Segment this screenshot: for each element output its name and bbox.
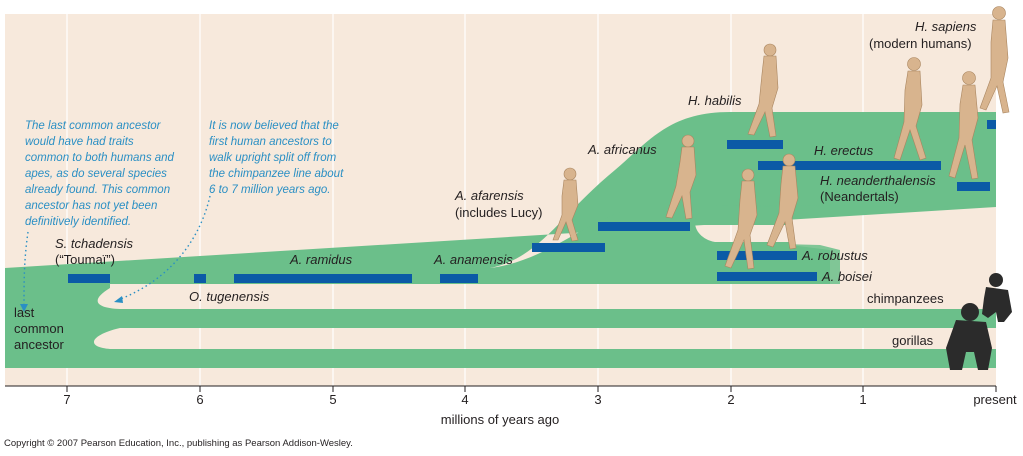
bar-sapiens <box>987 120 996 129</box>
lca-note: The last common ancestor would have had … <box>25 120 177 228</box>
gorilla-figure <box>946 303 992 370</box>
label-neanderthalensis: H. neanderthalensis <box>820 173 936 188</box>
label-afarensis-common: (includes Lucy) <box>455 205 542 220</box>
tick-label-5: 5 <box>329 392 336 407</box>
label-tugenensis: O. tugenensis <box>189 289 270 304</box>
upright-note-line-4: the chimpanzee line about <box>209 168 344 180</box>
label-erectus: H. erectus <box>814 143 874 158</box>
africanus-figure <box>665 134 697 220</box>
bar-tchadensis <box>68 274 110 283</box>
upright-note-line-3: walk upright split off from <box>209 152 337 164</box>
copyright-notice: Copyright © 2007 Pearson Education, Inc.… <box>4 438 353 449</box>
bar-erectus <box>758 161 941 170</box>
bar-robustus <box>717 251 797 260</box>
note-arrows <box>23 195 211 307</box>
label-boisei: A. boisei <box>821 269 873 284</box>
bar-habilis <box>727 140 783 149</box>
bar-ramidus <box>234 274 412 283</box>
tick-label-3: 3 <box>594 392 601 407</box>
time-axis: 7 6 5 4 3 2 1 present millions of years … <box>5 385 1017 427</box>
bar-neanderthalensis <box>957 182 990 191</box>
lca-note-line-3: common to both humans and <box>25 152 175 164</box>
species-bars <box>68 120 996 283</box>
tick-label-4: 4 <box>461 392 468 407</box>
lca-label-line-2: common <box>14 321 64 336</box>
label-chimpanzees: chimpanzees <box>867 291 944 306</box>
upright-note-line-1: It is now believed that the <box>209 120 339 132</box>
erectus-figure <box>893 57 927 161</box>
lca-note-line-4: apes, as do several species <box>25 168 167 180</box>
lca-label-line-3: ancestor <box>14 337 65 352</box>
bar-tugenensis <box>194 274 206 283</box>
bar-afarensis <box>532 243 605 252</box>
hominid-figures <box>552 6 1010 270</box>
lca-note-line-6: ancestor has not yet been <box>25 200 157 212</box>
label-last-common-ancestor: last common ancestor <box>14 305 67 352</box>
bar-boisei <box>717 272 817 281</box>
chimpanzee-branch <box>5 288 996 328</box>
label-tchadensis: S. tchadensis <box>55 236 134 251</box>
habilis-figure <box>747 43 779 138</box>
label-neanderthalensis-common: (Neandertals) <box>820 189 899 204</box>
upright-note-line-5: 6 to 7 million years ago. <box>209 184 330 196</box>
upright-note: It is now believed that the first human … <box>209 120 346 196</box>
label-tchadensis-common: (“Toumaï”) <box>55 252 115 267</box>
tick-label-present: present <box>973 392 1017 407</box>
axis-title: millions of years ago <box>441 412 560 427</box>
human-branch <box>5 112 996 268</box>
label-gorillas: gorillas <box>892 333 934 348</box>
sapiens-figure <box>979 6 1010 114</box>
lca-arrowhead <box>20 304 28 312</box>
neanderthalensis-figure <box>948 71 979 180</box>
upright-arrowhead <box>114 296 123 303</box>
label-habilis: H. habilis <box>688 93 742 108</box>
label-africanus: A. africanus <box>587 142 657 157</box>
boisei-figure <box>724 168 758 270</box>
label-anamensis: A. anamensis <box>433 252 513 267</box>
gorilla-branch <box>5 328 996 368</box>
label-sapiens-common: (modern humans) <box>869 36 972 51</box>
bar-anamensis <box>440 274 478 283</box>
lca-note-line-5: already found. This common <box>25 184 170 196</box>
ape-figures <box>946 273 1012 370</box>
label-ramidus: A. ramidus <box>289 252 353 267</box>
tick-label-2: 2 <box>727 392 734 407</box>
label-sapiens: H. sapiens <box>915 19 977 34</box>
robustus-figure <box>766 153 799 250</box>
chimpanzee-figure <box>982 273 1012 322</box>
afarensis-figure <box>552 167 579 242</box>
lca-note-line-7: definitively identified. <box>25 216 131 228</box>
lca-label-line-1: last <box>14 305 35 320</box>
upright-note-line-2: first human ancestors to <box>209 136 332 148</box>
bar-africanus <box>598 222 690 231</box>
lca-note-line-2: would have had traits <box>25 136 134 148</box>
tick-label-1: 1 <box>859 392 866 407</box>
lca-note-line-1: The last common ancestor <box>25 120 162 132</box>
tick-label-6: 6 <box>196 392 203 407</box>
label-robustus: A. robustus <box>801 248 868 263</box>
upright-note-arrow <box>117 195 211 301</box>
tick-label-7: 7 <box>63 392 70 407</box>
label-afarensis: A. afarensis <box>454 188 524 203</box>
